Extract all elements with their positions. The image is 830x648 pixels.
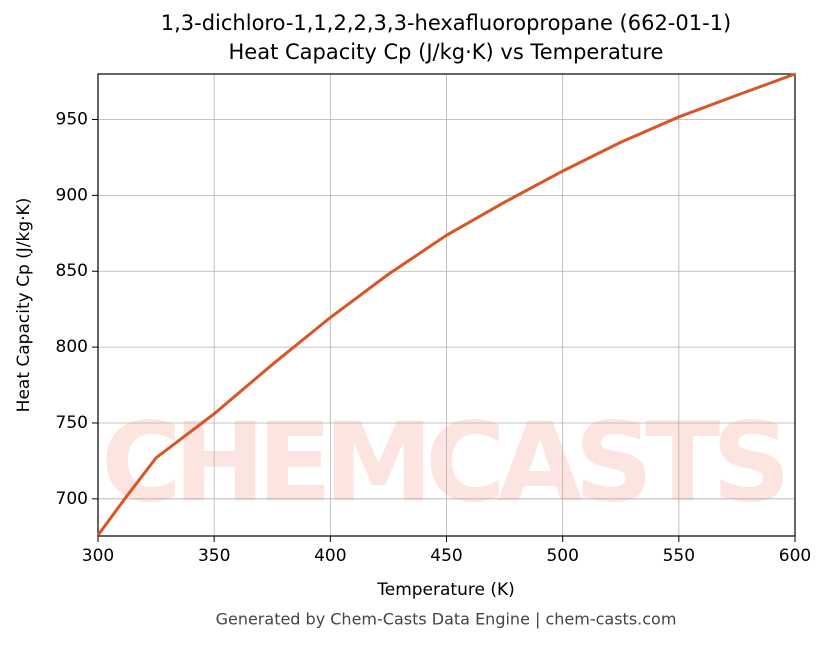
x-axis-label: Temperature (K) — [376, 580, 515, 600]
x-tick-label: 450 — [430, 546, 462, 566]
data-line — [96, 72, 796, 537]
y-tick-label: 750 — [56, 413, 88, 433]
x-tick-label: 500 — [546, 546, 578, 566]
x-tick-label: 550 — [663, 546, 695, 566]
y-tick-label: 900 — [56, 185, 88, 205]
y-tick-label: 800 — [56, 337, 88, 357]
chart-title: 1,3-dichloro-1,1,2,2,3,3-hexafluoropropa… — [161, 11, 732, 35]
watermark: CHEMCASTS — [101, 398, 791, 526]
x-tick-label: 600 — [779, 546, 811, 566]
plot-frame — [97, 73, 796, 537]
y-tick-label: 950 — [56, 110, 88, 130]
y-tick-label: 850 — [56, 261, 88, 281]
footer: Generated by Chem-Casts Data Engine | ch… — [216, 610, 677, 629]
x-tick-label: 300 — [82, 546, 114, 566]
x-tick-label: 350 — [198, 546, 230, 566]
chart-subtitle: Heat Capacity Cp (J/kg·K) vs Temperature — [229, 40, 664, 64]
x-tick-label: 400 — [314, 546, 346, 566]
y-tick-label: 700 — [56, 489, 88, 509]
y-axis-label: Heat Capacity Cp (J/kg·K) — [14, 198, 34, 413]
